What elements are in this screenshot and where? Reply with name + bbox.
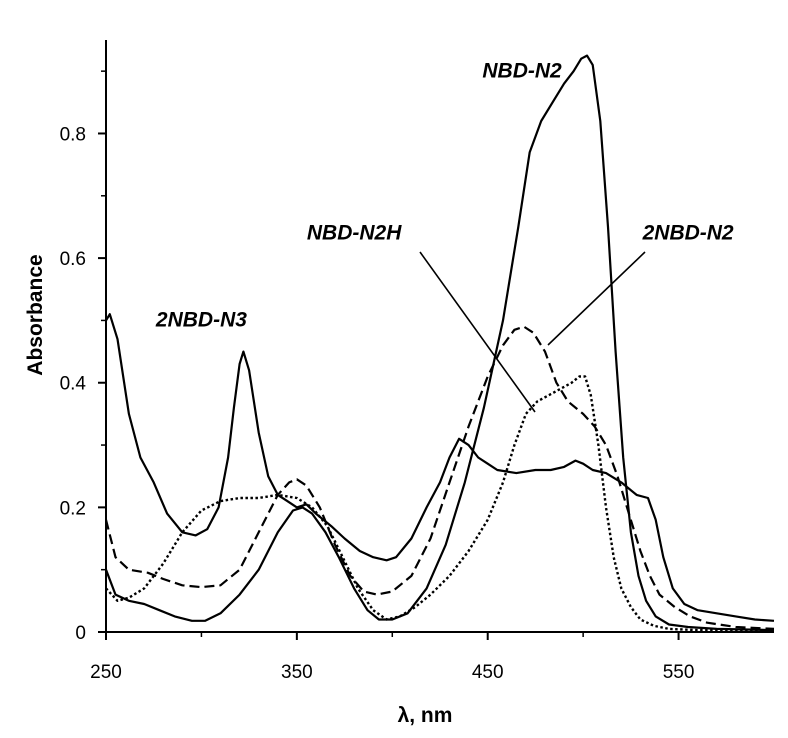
leader-line-2nbd-n2 <box>547 251 646 346</box>
y-tick-label: 0 <box>75 623 86 644</box>
series-group <box>104 54 775 632</box>
x-ticks: 250 350 450 550 <box>90 632 694 683</box>
leader-lines <box>419 251 646 413</box>
y-ticks: 0 0.2 0.4 0.6 0.8 <box>60 70 106 644</box>
x-tick-label: 250 <box>90 662 122 683</box>
y-tick-label: 0.4 <box>60 374 87 395</box>
series-label-2nbd-n3: 2NBD-N3 <box>155 309 247 332</box>
series-line-nbd-n2h <box>105 375 775 632</box>
leader-line-nbd-n2h <box>419 251 536 413</box>
annotations: NBD-N2 NBD-N2H 2NBD-N2 2NBD-N3 <box>155 59 734 331</box>
axes <box>105 40 774 633</box>
x-tick-label: 550 <box>663 662 695 683</box>
series-label-nbd-n2h: NBD-N2H <box>307 221 402 244</box>
x-tick-label: 350 <box>281 662 313 683</box>
series-label-2nbd-n2: 2NBD-N2 <box>642 221 734 244</box>
series-line-2nbd-n2 <box>104 325 775 630</box>
y-tick-label: 0.2 <box>60 498 86 519</box>
x-axis-title: λ, nm <box>398 704 453 727</box>
series-line-2nbd-n3 <box>105 313 775 622</box>
series-label-nbd-n2: NBD-N2 <box>482 59 562 82</box>
x-tick-label: 450 <box>472 662 504 683</box>
y-tick-label: 0.8 <box>60 124 86 145</box>
y-tick-label: 0.6 <box>60 249 86 270</box>
series-line-nbd-n2 <box>104 54 775 632</box>
y-axis-title: Absorbance <box>24 254 47 375</box>
